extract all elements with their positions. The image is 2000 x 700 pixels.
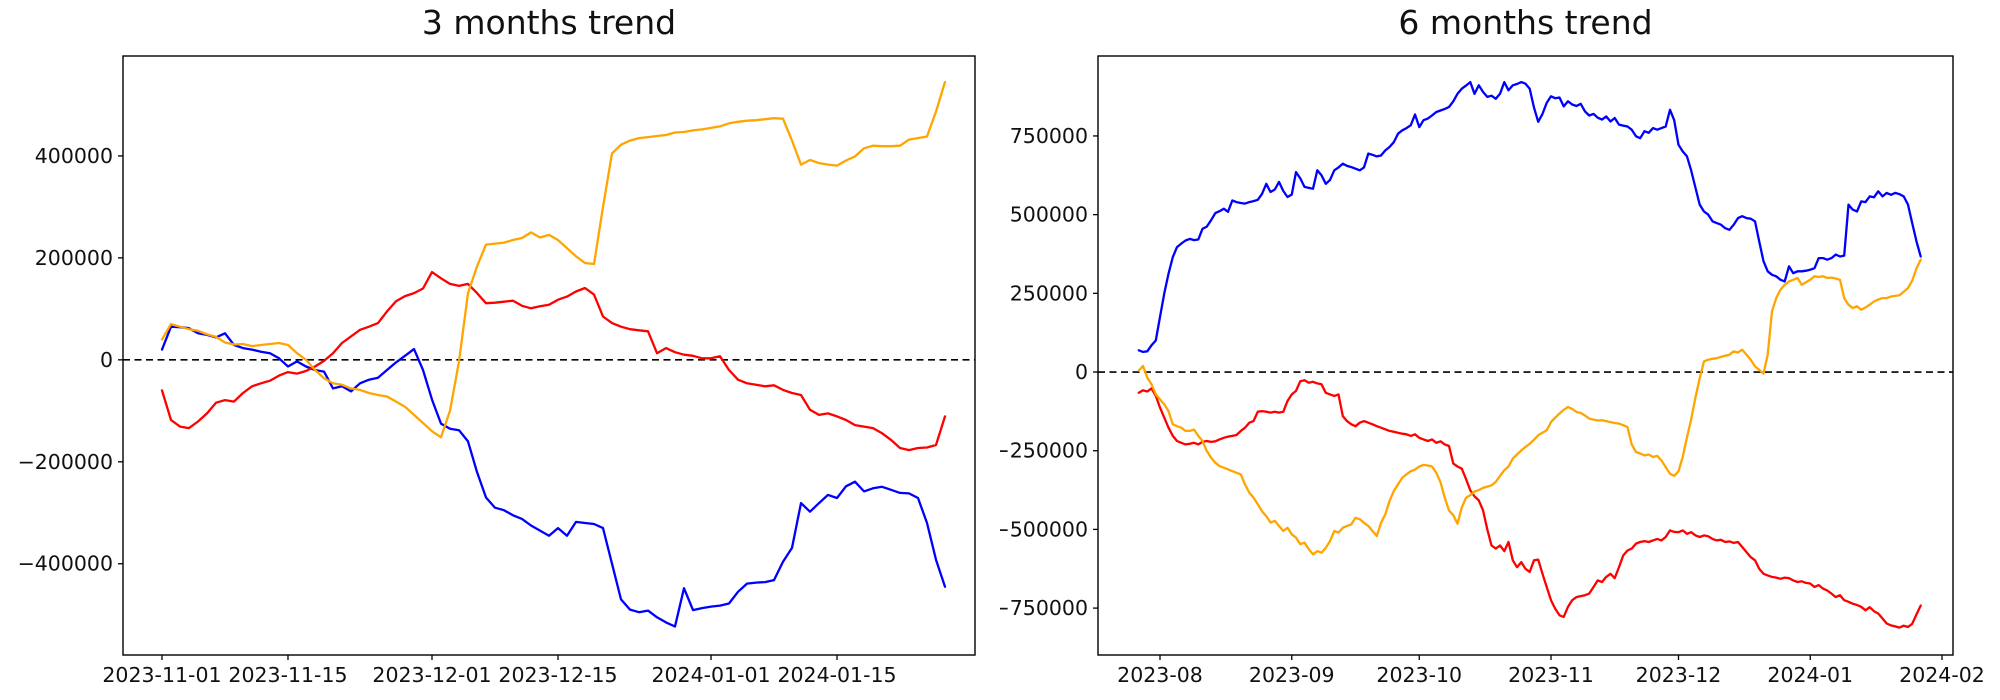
x-tick-label: 2023-12-15: [498, 663, 617, 687]
y-tick-label: 0: [100, 348, 113, 372]
chart-title-6-months: 6 months trend: [1398, 3, 1653, 42]
y-tick-label: −400000: [18, 552, 113, 576]
y-tick-label: 200000: [35, 246, 113, 270]
x-tick-label: 2024-02: [1899, 663, 1985, 687]
series-orange: [160, 80, 947, 439]
y-tick-label: 750000: [1010, 124, 1088, 148]
series-blue: [1137, 80, 1922, 354]
x-tick-label: 2023-09: [1249, 663, 1335, 687]
x-tick-label: 2023-11-15: [228, 663, 347, 687]
y-tick-label: 500000: [1010, 203, 1088, 227]
chart-panel-6-months: 6 months trend 750000 500000 250000 0 −25000…: [1000, 0, 2000, 700]
chart-title-3-months: 3 months trend: [421, 3, 677, 42]
series-orange: [1137, 258, 1922, 556]
y-tick-label: −500000: [1000, 517, 1088, 541]
x-tick-label: 2023-08: [1117, 663, 1203, 687]
x-tick-label: 2023-12-01: [372, 663, 491, 687]
x-tick-label: 2024-01-01: [651, 663, 770, 687]
y-tick-label: −200000: [18, 450, 113, 474]
chart-canvas-3-months: 400000 200000 0 −200000 −400000 2023-11-01 202…: [18, 55, 976, 687]
chart-panel-3-months: 3 months trend 400000 200000 0 −200000 −4000…: [18, 3, 976, 687]
x-tick-label: 2023-11: [1508, 663, 1594, 687]
x-tick-label: 2024-01: [1767, 663, 1853, 687]
y-tick-label: −750000: [1000, 596, 1088, 620]
series-blue: [160, 325, 947, 628]
x-tick-label: 2023-11-01: [102, 663, 221, 687]
y-tick-label: 400000: [35, 144, 113, 168]
plot-border: [122, 55, 976, 656]
series-red: [1137, 379, 1922, 629]
plot-border: [1097, 55, 1954, 656]
series-red: [160, 270, 947, 452]
y-tick-label: 250000: [1010, 281, 1088, 305]
x-tick-label: 2023-12: [1636, 663, 1722, 687]
x-tick-label: 2024-01-15: [777, 663, 896, 687]
chart-canvas-6-months: 750000 500000 250000 0 −250000 −500000 −750000…: [1000, 55, 1985, 687]
y-tick-label: −250000: [1000, 439, 1088, 463]
y-tick-label: 0: [1075, 360, 1088, 384]
x-tick-label: 2023-10: [1376, 663, 1462, 687]
